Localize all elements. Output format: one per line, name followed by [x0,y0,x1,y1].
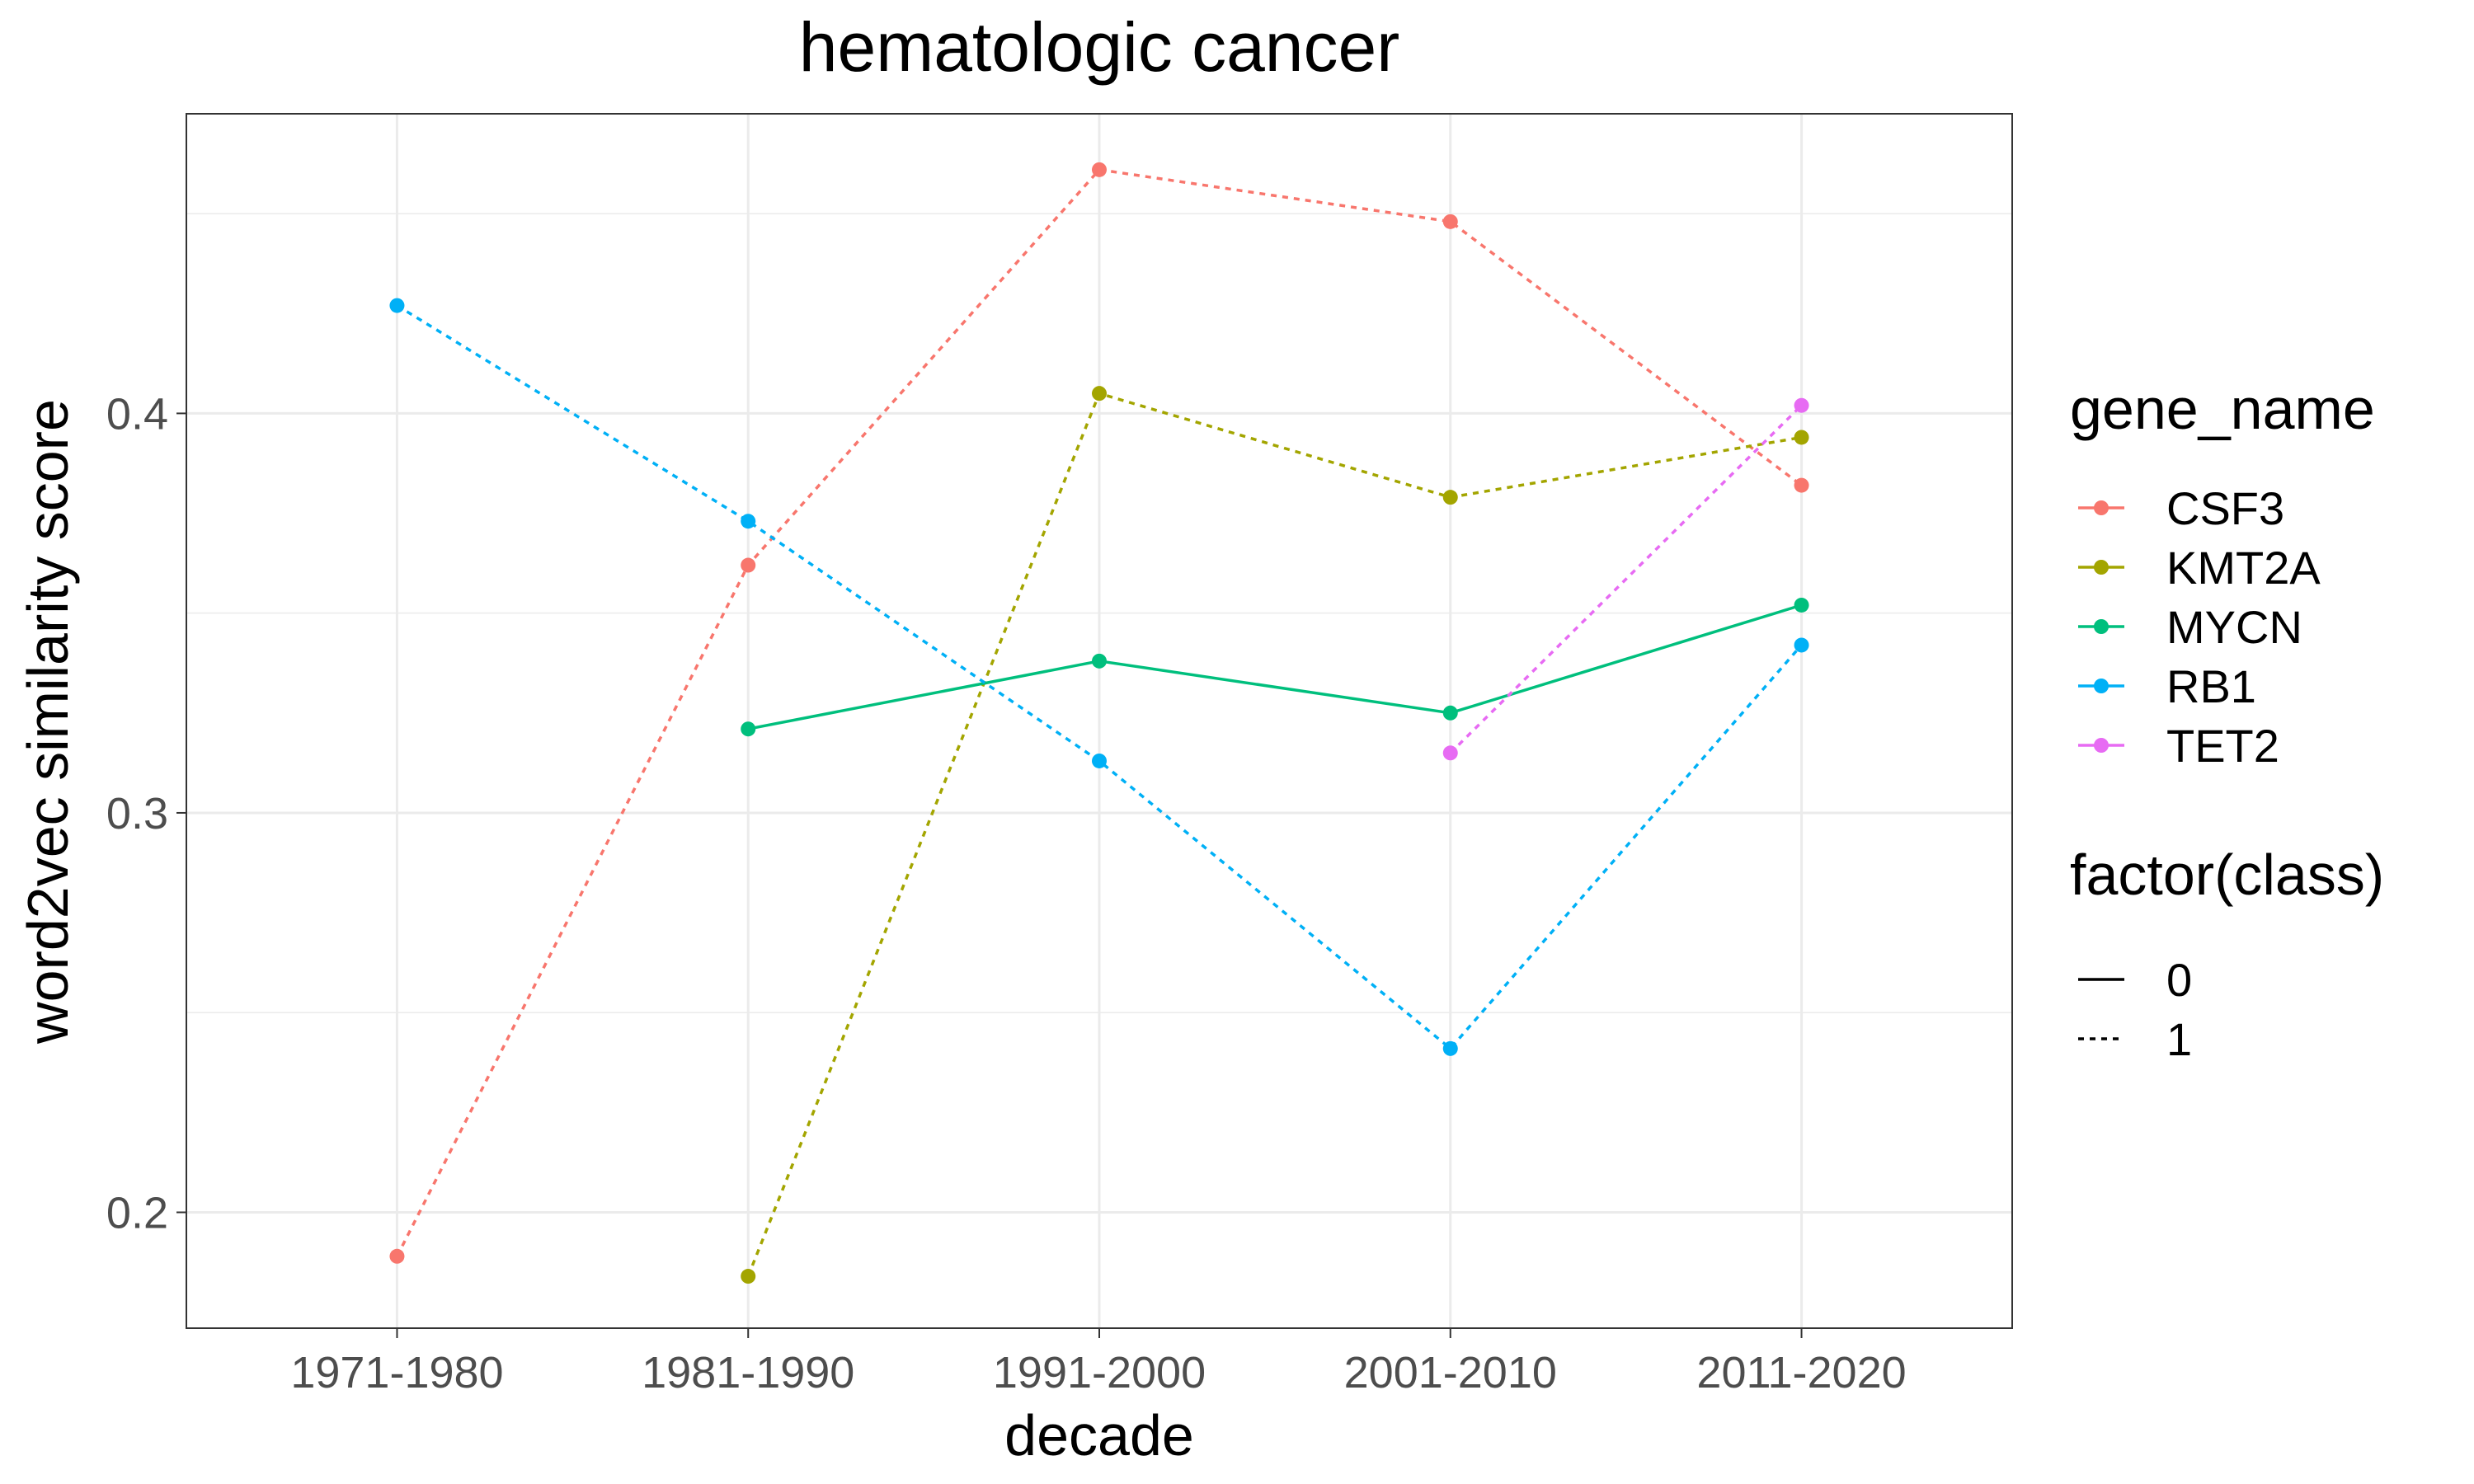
data-point-kmt2a [1794,430,1809,445]
data-point-tet2 [1442,745,1458,761]
legend-class-item-1: 1 [2078,1013,2192,1065]
legend-item-kmt2a: KMT2A [2078,542,2321,594]
data-point-csf3 [1092,162,1107,177]
data-point-kmt2a [1442,490,1458,505]
legend-key-point-tet2 [2094,738,2109,753]
legend-gene-name: gene_name CSF3 KMT2A MYCN RB1 TET2 [2070,377,2375,772]
legend-gene-name-items: CSF3 KMT2A MYCN RB1 TET2 [2078,482,2321,772]
series-line-kmt2a [746,392,1802,1277]
legend-item-tet2: TET2 [2078,720,2279,772]
legend-key-point-csf3 [2094,500,2109,515]
grid-major [186,114,2012,1328]
plot-panel [186,113,2013,1329]
data-point-mycn [1442,705,1458,721]
y-axis: 0.2 0.3 0.4 [106,389,186,1237]
legend-item-csf3: CSF3 [2078,482,2284,534]
data-point-rb1 [389,298,405,313]
legend-item-rb1: RB1 [2078,660,2256,712]
x-tick-label: 1991-2000 [993,1348,1206,1397]
y-tick-label: 0.2 [106,1188,168,1237]
legend-label-csf3: CSF3 [2166,482,2284,534]
y-tick-label: 0.3 [106,789,168,838]
x-tick-label: 2001-2010 [1344,1348,1557,1397]
legend-class-label-1: 1 [2166,1013,2192,1065]
data-point-rb1 [1092,753,1107,768]
y-tick-label: 0.4 [106,389,168,439]
series-lines [395,168,1803,1277]
series-line-rb1 [396,304,1803,1050]
legend-gene-name-title: gene_name [2070,377,2375,441]
legend-item-mycn: MYCN [2078,601,2302,653]
data-point-rb1 [741,514,756,529]
legend-key-point-kmt2a [2094,560,2109,575]
series-line-csf3 [395,168,1803,1257]
legend-label-mycn: MYCN [2166,601,2302,653]
x-tick-label: 1981-1990 [642,1348,854,1397]
legend-class-item-0: 0 [2078,954,2192,1006]
data-point-csf3 [389,1248,405,1264]
data-point-kmt2a [1092,386,1107,402]
data-point-mycn [1092,653,1107,669]
legend-class-items: 01 [2078,954,2192,1065]
legend-class-label-0: 0 [2166,954,2192,1006]
x-axis-label: decade [1004,1403,1194,1468]
chart-title: hematologic cancer [799,8,1399,86]
legend-label-kmt2a: KMT2A [2166,542,2321,594]
x-tick-label: 2011-2020 [1696,1348,1906,1397]
x-tick-label: 1971-1980 [290,1348,503,1397]
data-point-csf3 [741,557,756,573]
series-line-mycn [747,603,1803,730]
data-point-rb1 [1442,1040,1458,1056]
legend-label-tet2: TET2 [2166,720,2279,772]
legend-class: factor(class) 01 [2070,843,2384,1065]
series-points [389,162,1809,1284]
legend-class-title: factor(class) [2070,843,2384,907]
data-point-csf3 [1794,477,1809,493]
data-point-mycn [741,721,756,737]
y-axis-label: word2vec similarity score [16,399,80,1045]
legend-key-point-rb1 [2094,679,2109,693]
x-axis: 1971-1980 1981-1990 1991-2000 2001-2010 2011… [290,1328,1907,1397]
legend-label-rb1: RB1 [2166,660,2256,712]
legend-key-point-mycn [2094,619,2109,634]
data-point-rb1 [1794,637,1809,653]
series-line-tet2 [1449,404,1803,754]
data-point-mycn [1794,597,1809,613]
data-point-tet2 [1794,397,1809,413]
data-point-csf3 [1442,214,1458,229]
data-point-kmt2a [741,1269,756,1284]
